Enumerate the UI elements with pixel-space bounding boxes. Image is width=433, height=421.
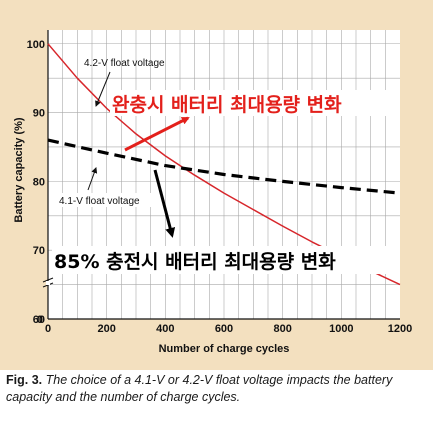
overlay-partial-charge: 85% 충전시 배터리 최대용량 변화 <box>54 251 336 273</box>
y-tick-label: 100 <box>27 39 45 51</box>
tick-labels: 0 200 400 600 800 1000 1200 060 70 80 90 100 <box>27 39 413 335</box>
figure-caption: Fig. 3. The choice of a 4.1-V or 4.2-V f… <box>6 372 426 406</box>
caption-text: The choice of a 4.1-V or 4.2-V float vol… <box>6 373 393 404</box>
x-tick-label: 800 <box>273 323 291 335</box>
annotation-4-1v-bg <box>56 193 158 207</box>
caption-fig-number: Fig. 3. <box>6 373 43 387</box>
annotation-4-2v-pointer <box>95 71 111 107</box>
y-tick-label: 80 <box>33 176 45 188</box>
x-tick-label: 1200 <box>388 323 412 335</box>
x-tick-label: 200 <box>97 323 115 335</box>
y-tick-label: 60 <box>33 314 45 326</box>
y-axis-break-gap <box>46 281 50 285</box>
x-tick-label: 400 <box>156 323 174 335</box>
annotation-4-1v: 4.1-V float voltage <box>59 196 140 207</box>
x-tick-label: 1000 <box>329 323 353 335</box>
series-line-4-1v <box>47 138 401 195</box>
x-tick-label: 600 <box>215 323 233 335</box>
red-arrow <box>124 116 190 152</box>
capacity-chart: 0 200 400 600 800 1000 1200 060 70 80 90 100 Number… <box>13 30 413 355</box>
x-axis-title: Number of charge cycles <box>159 343 290 355</box>
annotation-4-1v-pointer <box>87 167 98 191</box>
y-tick-label: 0 <box>37 314 43 326</box>
overlay-full-charge-bg <box>110 90 400 116</box>
y-axis-break-top <box>42 277 54 283</box>
overlay-partial-charge-bg <box>52 246 400 274</box>
annotation-4-2v: 4.2-V float voltage <box>84 58 165 69</box>
black-arrow <box>153 169 176 238</box>
y-tick-label: 90 <box>33 108 45 120</box>
y-axis-title: Battery capacity (%) <box>13 117 25 222</box>
x-tick-label: 0 <box>45 323 51 335</box>
overlay-full-charge: 완충시 배터리 최대용량 변화 <box>112 94 342 116</box>
y-tick-label: 70 <box>33 245 45 257</box>
axes <box>42 30 400 320</box>
